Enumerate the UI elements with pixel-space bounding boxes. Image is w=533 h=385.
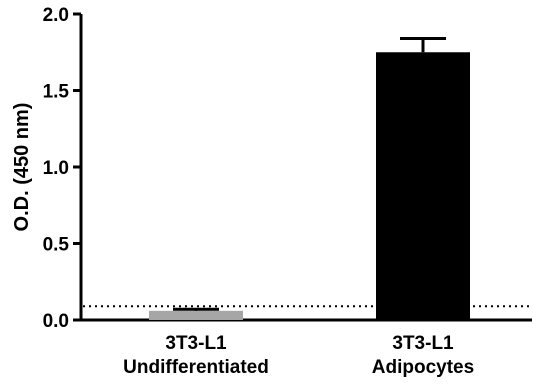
y-tick-label: 1.5 bbox=[43, 82, 70, 103]
x-label-line2: Undifferentiated bbox=[123, 357, 269, 378]
bar-undifferentiated bbox=[149, 310, 243, 320]
y-axis-title: O.D. (450 nm) bbox=[11, 103, 33, 232]
x-label-line1: 3T3-L1 bbox=[165, 333, 227, 354]
x-label-line2: Adipocytes bbox=[372, 357, 474, 378]
y-axis-ticks: 0.0 0.5 1.0 1.5 2.0 bbox=[43, 5, 81, 332]
y-tick-label: 0.5 bbox=[43, 235, 70, 256]
bar-adipocytes bbox=[376, 52, 470, 320]
x-label-line1: 3T3-L1 bbox=[392, 333, 454, 354]
y-tick-label: 1.0 bbox=[43, 158, 69, 179]
y-tick-label: 2.0 bbox=[43, 5, 69, 26]
y-tick-label: 0.0 bbox=[43, 311, 69, 332]
